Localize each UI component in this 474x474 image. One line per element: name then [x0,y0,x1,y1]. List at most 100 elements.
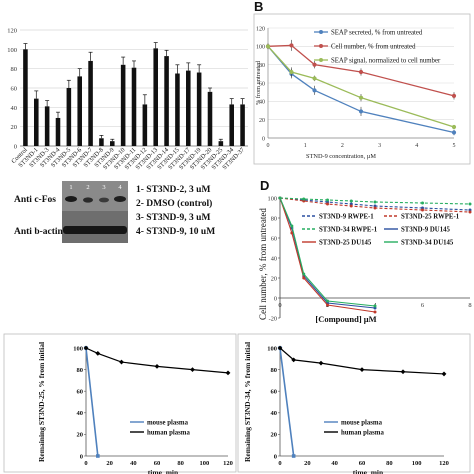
panel-d-data-point [373,206,377,210]
panel-f-x-axis-label: time, min [353,468,384,474]
panel-a-y-tick-label: 80 [11,66,18,73]
panel-b-x-tick-label: 2 [341,143,344,149]
panel-f-x-tick-label: 0 [278,460,281,467]
panel-a-bar [207,91,213,146]
panel-d-legend-label: ST3ND-25 DU145 [319,240,372,247]
panel-d-data-point [373,310,377,314]
panel-e-legend-label: human plasma [147,430,190,437]
panel-b-data-point [312,76,317,81]
blot-legend-3: 3- ST3ND-9, 3 uM [136,213,210,223]
panel-b-data-point [451,93,457,98]
panel-b-data-point [312,62,317,67]
panel-f-data-point [318,360,324,366]
panel-e-series-line [85,347,99,457]
panel-a-bar [77,76,82,146]
panel-b-x-tick-label: 5 [453,143,456,149]
panel-e-y-tick-label: 40 [77,410,84,417]
panel-b-data-point [451,124,457,130]
panel-d-y-axis-label: Cell number, % from untreated [258,208,268,320]
panel-b-x-tick-label: 0 [267,143,270,149]
panel-d-data-point [302,197,306,201]
panel-e-x-tick-label: 100 [199,460,209,467]
panel-f-y-tick-label: 40 [271,410,278,417]
panel-b-data-point [451,130,457,135]
panel-b-label: B [254,0,263,14]
panel-a-y-tick-label: 0 [14,144,17,151]
panel-e-y-tick-label: 80 [77,367,84,374]
panel-e-y-tick-label: 100 [73,345,83,352]
panel-a-bar [110,141,115,146]
panel-a-bar [55,117,61,146]
panel-d-data-point [278,196,282,200]
panel-a-y-tick-label: 120 [7,28,17,35]
blot-lane-number: 3 [102,184,105,191]
panel-d-data-point [302,272,306,276]
panel-e-data-point [83,345,89,351]
panel-d-data-point [302,276,306,280]
anti-cfos-label: Anti c-Fos [14,195,56,205]
panel-a-bar [88,60,93,146]
panel-f-x-tick-label: 80 [386,460,393,467]
panel-f-y-axis-label: Remaining ST3ND-34, % from initial [243,342,252,462]
cfos-band-lane-2 [83,197,93,203]
panel-d-x-tick-label: 0 [278,302,281,309]
panel-b-legend-marker [319,30,323,34]
panel-a-bar [142,104,148,146]
panel-b-data-point [289,43,294,48]
panel-f-data-point [291,454,296,458]
panel-d-y-tick-label: 100 [268,195,277,202]
blot-legend-4: 4- ST3ND-9, 10 uM [136,227,215,237]
blot-lane-number: 1 [69,184,72,191]
panel-d-legend-label: ST3ND-34 DU145 [401,240,454,247]
panel-d-legend-label: ST3ND-9 RWPE-1 [319,214,374,221]
panel-d-data-point [349,199,353,203]
panel-e-data-point [190,367,195,372]
panel-a-bar [229,104,234,146]
panel-a-bar [153,48,158,146]
panel-e-data-point [95,351,101,356]
panel-e-data-point [154,363,160,369]
panel-d-data-point [326,202,329,206]
panel-e-x-tick-label: 60 [154,460,161,467]
panel-f-legend-label: mouse plasma [341,420,383,427]
panel-e-data-point [119,359,124,365]
panel-f-series-line [279,347,445,375]
panel-a-bar [240,104,245,146]
panel-a-bar [34,98,39,146]
panel-a-bar [175,73,180,146]
panel-d-y-tick-label: 0 [274,295,277,302]
cfos-band-lane-1 [65,196,77,202]
panel-e-legend-label: mouse plasma [147,420,189,427]
panel-b-y-tick-label: 40 [259,100,265,106]
panel-b-line-chart: B 0 20 40 60 80 100 120 0 1 2 3 4 5 STND-9 concentrat… [253,0,471,165]
panel-f-stability-chart: 0 20 40 60 80 100 0 20 40 60 80 100 120 time, min Rema… [237,333,471,474]
cfos-band-lane-4 [114,196,126,202]
panel-d-data-point [421,201,424,205]
panel-b-x-tick-label: 3 [378,143,381,149]
panel-d-data-point [326,299,329,303]
panel-d-y-tick-label: 40 [271,255,277,262]
panel-d-data-point [326,198,329,202]
panel-e-x-tick-label: 120 [223,460,233,467]
panel-c-western-blot: 1 2 3 4 Anti c-Fos Anti b-actin 1- ST3ND-2,… [14,181,215,243]
panel-b-data-point [312,88,317,93]
panel-a-y-tick-label: 100 [7,47,17,54]
panel-e-data-point [96,454,100,458]
panel-f-data-point [400,369,406,375]
panel-e-y-tick-label: 0 [80,453,83,460]
panel-a-bar [66,88,72,146]
panel-a-bar [196,72,202,146]
panel-b-legend-marker [319,58,323,62]
panel-d-y-tick-label: -20 [269,315,277,322]
blot-lane-number: 4 [118,184,122,191]
panel-d-line-chart: D -2002040608010002468[Compound] μMCell … [258,178,472,324]
panel-d-data-point [349,204,353,208]
panel-b-data-point [358,109,364,114]
panel-d-data-point [326,303,329,307]
panel-b-legend-label: Cell number, % from untreated [331,44,416,51]
anti-bactin-label: Anti b-actin [14,227,64,237]
panel-b-legend-label: SEAP secreted, % from untreated [331,30,423,37]
panel-d-data-point [468,202,472,206]
panel-b-x-tick-label: 4 [415,143,418,149]
